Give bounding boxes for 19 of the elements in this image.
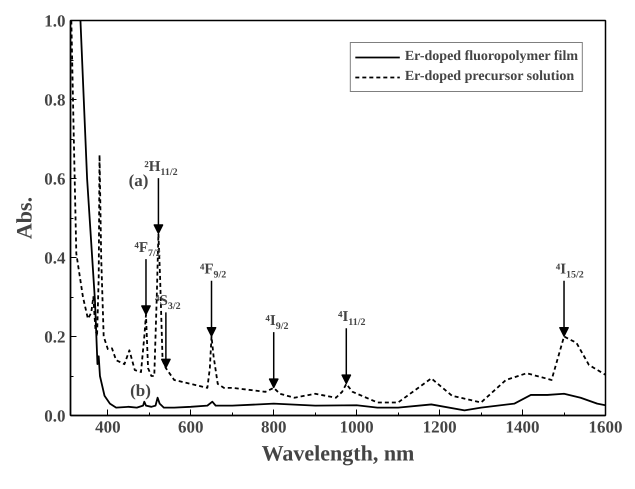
x-tick-label: 600 [178, 418, 204, 436]
y-axis-title: Abs. [11, 196, 36, 240]
y-tick-label: 0.0 [44, 406, 66, 426]
annotation: (a) [128, 171, 148, 190]
y-tick-label: 0.8 [44, 90, 66, 110]
legend-label: Er-doped fluoropolymer film [404, 49, 578, 65]
y-tick-label: 0.6 [44, 170, 66, 188]
y-tick-label: 0.4 [44, 248, 66, 268]
x-axis-title: Wavelength, nm [262, 440, 414, 466]
annotation: (b) [130, 381, 151, 400]
x-tick-label: 800 [260, 418, 286, 436]
y-tick-label: 0.2 [44, 328, 66, 346]
x-tick-label: 1600 [588, 418, 622, 436]
legend-label: Er-doped precursor solution [404, 69, 574, 85]
x-tick-label: 400 [95, 418, 121, 436]
x-tick-label: 1400 [506, 418, 540, 436]
y-tick-label: 1.0 [44, 12, 66, 30]
x-tick-label: 1000 [340, 418, 374, 436]
x-tick-label: 1200 [422, 418, 457, 436]
